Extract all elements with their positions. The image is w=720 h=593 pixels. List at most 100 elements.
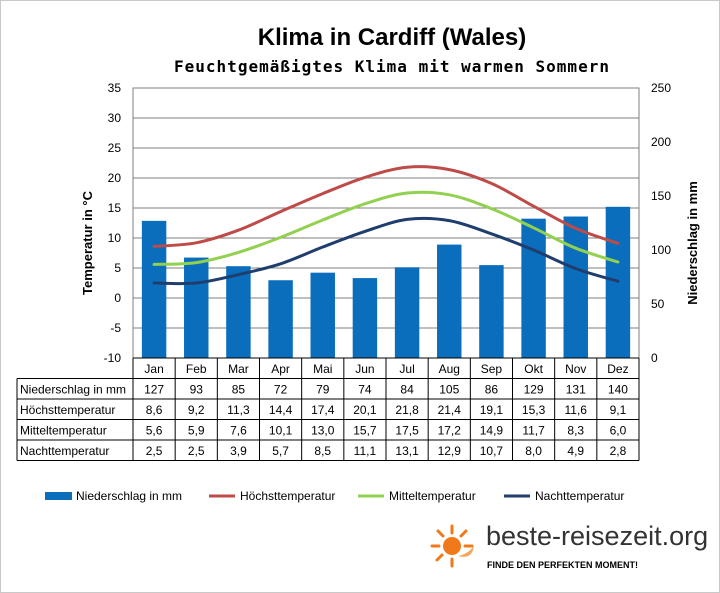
brand-name: beste-reisezeit.org bbox=[486, 521, 709, 551]
table-cell: 93 bbox=[190, 383, 204, 397]
precip-bar bbox=[394, 267, 420, 358]
table-cell: 14,4 bbox=[269, 403, 293, 417]
y-tick-right: 100 bbox=[651, 243, 671, 257]
x-tick-label: Okt bbox=[524, 362, 543, 376]
table-cell: 84 bbox=[400, 383, 414, 397]
table-cell: 105 bbox=[439, 383, 459, 397]
table-cell: 127 bbox=[144, 383, 164, 397]
precip-bars bbox=[141, 206, 631, 358]
y-tick-left: 5 bbox=[114, 261, 121, 275]
table-cell: 12,9 bbox=[438, 444, 462, 458]
x-tick-label: Feb bbox=[186, 362, 207, 376]
y-tick-left: 35 bbox=[108, 81, 122, 95]
y-tick-right: 0 bbox=[651, 351, 658, 365]
table-cell: 20,1 bbox=[353, 403, 377, 417]
precip-bar bbox=[437, 244, 462, 358]
table-cell: 9,2 bbox=[188, 403, 205, 417]
table-cell: 13,1 bbox=[395, 444, 419, 458]
table-cell: 6,0 bbox=[610, 424, 627, 438]
x-tick-label: Dez bbox=[607, 362, 628, 376]
table-cell: 5,7 bbox=[272, 444, 289, 458]
legend-label: Niederschlag in mm bbox=[76, 489, 182, 503]
precip-bar bbox=[310, 272, 335, 358]
mean-temp-line bbox=[152, 190, 620, 266]
precip-bar bbox=[226, 266, 251, 358]
table-cell: 11,7 bbox=[522, 424, 545, 438]
table-cell: 10,7 bbox=[480, 444, 504, 458]
x-tick-label: Jun bbox=[355, 362, 374, 376]
table-cell: 5,9 bbox=[188, 424, 205, 438]
x-tick-label: Mai bbox=[313, 362, 332, 376]
table-cell: 2,8 bbox=[610, 444, 627, 458]
y-tick-right: 250 bbox=[651, 81, 671, 95]
table-cell: 21,4 bbox=[438, 403, 462, 417]
y-tick-right: 50 bbox=[651, 297, 665, 311]
legend-label: Mitteltemperatur bbox=[389, 489, 476, 503]
data-table: Jan Feb Mar Apr Mai Jun Jul Aug Sep Okt Nov Dez Nied… bbox=[16, 357, 640, 461]
night-temp-line bbox=[152, 216, 620, 286]
table-cell: 3,9 bbox=[230, 444, 247, 458]
table-cell: 11,1 bbox=[354, 444, 377, 458]
y-axis-label-right: Niederschlag in mm bbox=[685, 181, 700, 305]
table-cell: 17,5 bbox=[395, 424, 419, 438]
temperature-lines bbox=[152, 165, 620, 286]
y-tick-left: 0 bbox=[114, 291, 121, 305]
table-cell: 14,9 bbox=[480, 424, 504, 438]
table-cell: 72 bbox=[274, 383, 288, 397]
table-cell: 9,1 bbox=[610, 403, 627, 417]
x-tick-label: Nov bbox=[565, 362, 586, 376]
table-cell: 13,0 bbox=[311, 424, 335, 438]
y-tick-left: 20 bbox=[108, 171, 122, 185]
precip-bar bbox=[563, 216, 588, 358]
legend-swatch-precip bbox=[45, 492, 72, 500]
table-cell: 5,6 bbox=[146, 424, 163, 438]
table-cell: 17,2 bbox=[438, 424, 462, 438]
table-row-label: Mitteltemperatur bbox=[20, 424, 107, 438]
table-cell: 85 bbox=[232, 383, 246, 397]
y-tick-left: -10 bbox=[104, 351, 122, 365]
table-cell: 2,5 bbox=[188, 444, 205, 458]
sun-logo-icon bbox=[430, 524, 474, 568]
table-cell: 129 bbox=[524, 383, 544, 397]
table-cell: 4,9 bbox=[567, 444, 584, 458]
table-cell: 15,7 bbox=[353, 424, 377, 438]
x-tick-label: Jul bbox=[399, 362, 414, 376]
table-cell: 8,3 bbox=[567, 424, 584, 438]
precip-bar bbox=[521, 218, 546, 358]
legend-label: Nachttemperatur bbox=[535, 489, 624, 503]
table-row-label: Höchsttemperatur bbox=[20, 403, 115, 417]
x-tick-label: Jan bbox=[144, 362, 163, 376]
table-cell: 15,3 bbox=[522, 403, 546, 417]
table-cell: 131 bbox=[566, 383, 586, 397]
legend: Niederschlag in mm Höchsttemperatur Mittel… bbox=[45, 489, 624, 503]
precip-bar bbox=[352, 278, 378, 358]
x-tick-label: Apr bbox=[271, 362, 290, 376]
x-tick-label: Aug bbox=[439, 362, 460, 376]
table-cell: 8,0 bbox=[525, 444, 542, 458]
table-cell: 2,5 bbox=[146, 444, 163, 458]
legend-label: Höchsttemperatur bbox=[240, 489, 335, 503]
y-tick-left: 10 bbox=[108, 231, 122, 245]
y-tick-left: 15 bbox=[108, 201, 122, 215]
y-tick-left: 25 bbox=[108, 141, 122, 155]
table-cell: 8,6 bbox=[146, 403, 163, 417]
table-cell: 11,3 bbox=[227, 403, 250, 417]
table-cell: 21,8 bbox=[395, 403, 419, 417]
table-cell: 11,6 bbox=[565, 403, 588, 417]
chart-subtitle: Feuchtgemäßigtes Klima mit warmen Sommer… bbox=[174, 57, 610, 76]
high-temp-line bbox=[152, 165, 620, 248]
precip-bar bbox=[268, 280, 293, 358]
table-row-label: Nachttemperatur bbox=[20, 444, 109, 458]
precip-bar bbox=[141, 220, 167, 358]
table-row-label: Niederschlag in mm bbox=[20, 383, 126, 397]
brand-tagline: FINDE DEN PERFEKTEN MOMENT! bbox=[487, 560, 639, 570]
y-tick-right: 200 bbox=[651, 135, 671, 149]
x-tick-label: Mar bbox=[228, 362, 249, 376]
table-cell: 74 bbox=[358, 383, 372, 397]
precip-bar bbox=[479, 265, 504, 358]
y-axis-label-left: Temperatur in °C bbox=[80, 190, 95, 295]
precip-bar bbox=[184, 257, 209, 358]
table-cell: 19,1 bbox=[480, 403, 504, 417]
table-cell: 10,1 bbox=[269, 424, 293, 438]
